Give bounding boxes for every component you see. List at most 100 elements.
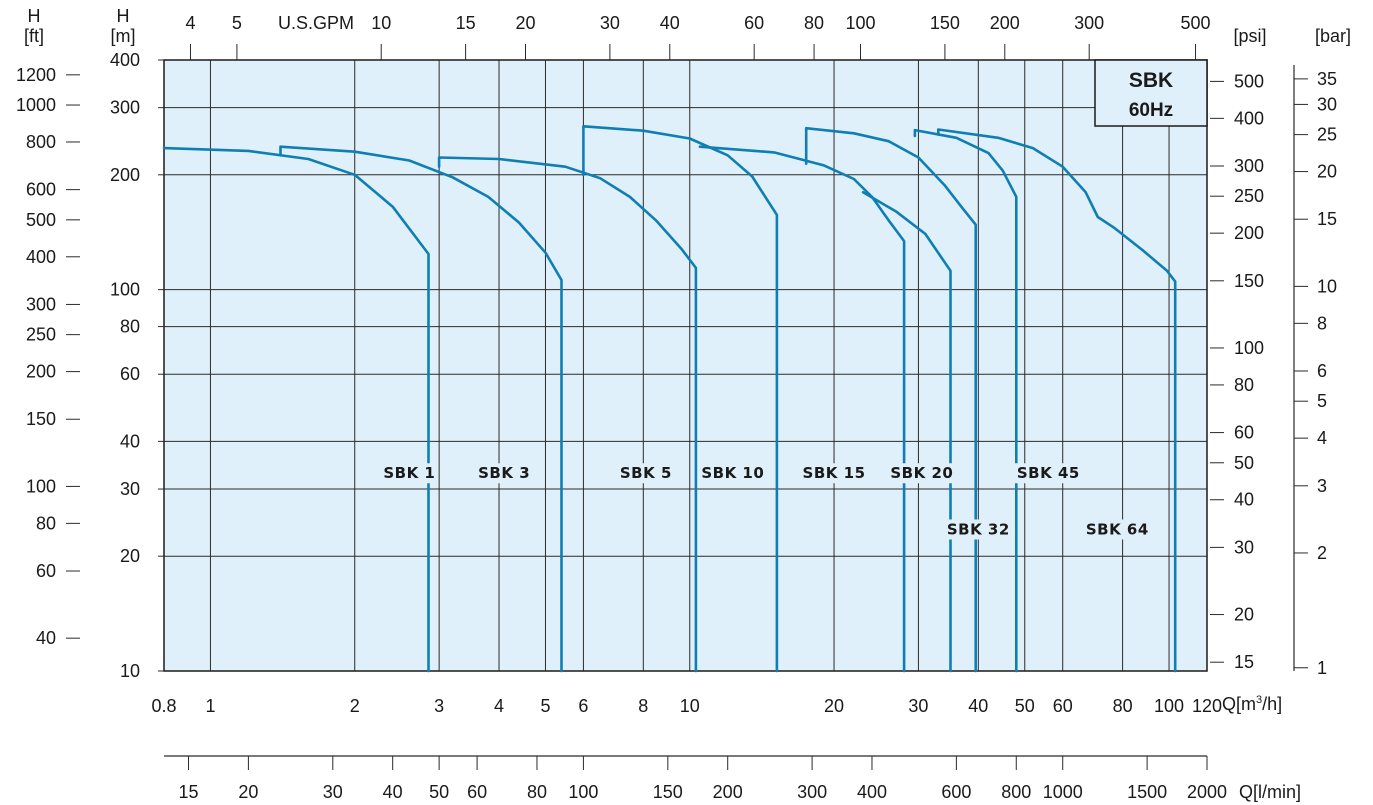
ft-axis-label-unit: [ft] <box>24 26 44 46</box>
x-tick-label: 100 <box>1154 696 1184 716</box>
x-tick-label: 30 <box>908 696 928 716</box>
ft-tick-label: 150 <box>26 409 56 429</box>
gpm-tick-label: 100 <box>845 13 875 33</box>
bar-tick-label: 25 <box>1317 125 1337 145</box>
bar-tick-label: 35 <box>1317 69 1337 89</box>
psi-tick-label: 150 <box>1234 271 1264 291</box>
model-box-subtitle: 60Hz <box>1129 100 1173 121</box>
gpm-tick-label: 40 <box>660 13 680 33</box>
psi-tick-label: 40 <box>1234 490 1254 510</box>
lpm-tick-label: 800 <box>1001 782 1031 802</box>
ft-tick-label: 1200 <box>16 65 56 85</box>
curve-label-bg <box>699 463 767 484</box>
m-axis-label-unit: [m] <box>111 26 136 46</box>
bar-tick-label: 2 <box>1317 543 1327 563</box>
gpm-tick-label: 60 <box>744 13 764 33</box>
m-tick-label: 300 <box>110 98 140 118</box>
x-tick-label: 2 <box>350 696 360 716</box>
ft-tick-label: 100 <box>26 476 56 496</box>
curve-label: SBK 20 <box>890 464 953 482</box>
lpm-tick-label: 20 <box>238 782 258 802</box>
gpm-tick-label: 200 <box>990 13 1020 33</box>
bar-tick-label: 20 <box>1317 162 1337 182</box>
curve-sbk-20 <box>804 126 977 673</box>
psi-tick-label: 500 <box>1234 71 1264 91</box>
curve-label-bg <box>888 463 956 484</box>
gpm-tick-label: 300 <box>1074 13 1104 33</box>
curve-label: SBK 5 <box>620 464 672 482</box>
psi-tick-label: 80 <box>1234 375 1254 395</box>
x-tick-label: 120 <box>1192 696 1222 716</box>
ft-tick-label: 60 <box>36 561 56 581</box>
gpm-tick-label: 15 <box>456 13 476 33</box>
lpm-tick-label: 15 <box>179 782 199 802</box>
x-tick-label: 60 <box>1053 696 1073 716</box>
m-tick-label: 80 <box>120 317 140 337</box>
curve-sbk-64 <box>937 128 1177 673</box>
psi-axis-label: [psi] <box>1233 26 1266 46</box>
psi-tick-label: 250 <box>1234 186 1264 206</box>
gpm-tick-label: 30 <box>600 13 620 33</box>
lpm-tick-label: 400 <box>857 782 887 802</box>
lpm-tick-label: 2000 <box>1187 782 1227 802</box>
x-tick-label: 6 <box>578 696 588 716</box>
ft-tick-label: 600 <box>26 180 56 200</box>
gpm-tick-label: 80 <box>804 13 824 33</box>
curve-labels: SBK 1 SBK 3 SBK 5 SBK 10 SBK 15 SBK 20 SBK 32 S… <box>381 463 1151 540</box>
x-tick-label: 50 <box>1015 696 1035 716</box>
gpm-tick-label: 20 <box>515 13 535 33</box>
curve-label: SBK 15 <box>803 464 866 482</box>
ft-tick-label: 40 <box>36 628 56 648</box>
curve-label: SBK 32 <box>947 520 1010 538</box>
x-tick-label: 20 <box>824 696 844 716</box>
x-tick-label: 10 <box>680 696 700 716</box>
psi-tick-label: 100 <box>1234 338 1264 358</box>
x-tick-label: 8 <box>638 696 648 716</box>
bar-tick-label: 6 <box>1317 361 1327 381</box>
curve-label-bg <box>381 463 438 484</box>
gpm-tick-label: 10 <box>371 13 391 33</box>
curve-label-bg <box>800 463 868 484</box>
x-tick-label: 3 <box>434 696 444 716</box>
plot-area <box>163 59 1208 672</box>
lpm-tick-label: 60 <box>467 782 487 802</box>
bar-tick-label: 8 <box>1317 313 1327 333</box>
bar-tick-label: 5 <box>1317 391 1327 411</box>
ft-tick-label: 800 <box>26 132 56 152</box>
m-axis-label-top: H <box>117 6 130 26</box>
m-tick-label: 20 <box>120 546 140 566</box>
curve-label: SBK 45 <box>1017 464 1080 482</box>
curve-sbk-15 <box>698 145 906 673</box>
lpm-tick-label: 1500 <box>1127 782 1167 802</box>
lpm-tick-label: 80 <box>527 782 547 802</box>
lpm-tick-label: 50 <box>429 782 449 802</box>
pump-curves <box>162 125 1177 673</box>
bar-tick-label: 15 <box>1317 209 1337 229</box>
psi-tick-label: 200 <box>1234 223 1264 243</box>
psi-tick-label: 30 <box>1234 537 1254 557</box>
m-tick-label: 40 <box>120 431 140 451</box>
lpm-tick-label: 200 <box>713 782 743 802</box>
x-tick-label: 80 <box>1113 696 1133 716</box>
curve-sbk-1 <box>162 146 430 673</box>
m-tick-label: 400 <box>110 50 140 70</box>
m-tick-label: 100 <box>110 280 140 300</box>
bar-tick-label: 3 <box>1317 476 1327 496</box>
gpm-tick-label: 150 <box>930 13 960 33</box>
curve-label-bg <box>1014 463 1082 484</box>
x-tick-label: 4 <box>494 696 504 716</box>
bar-tick-label: 1 <box>1317 658 1327 678</box>
psi-tick-label: 400 <box>1234 108 1264 128</box>
model-box-title: SBK <box>1129 69 1173 92</box>
bar-axis-label: [bar] <box>1315 26 1351 46</box>
curve-label: SBK 64 <box>1086 520 1149 538</box>
x-tick-label: 5 <box>540 696 550 716</box>
gpm-tick-label: 500 <box>1180 13 1210 33</box>
curve-sbk-32 <box>861 191 952 673</box>
curve-label-bg <box>944 519 1012 540</box>
ft-tick-label: 500 <box>26 210 56 230</box>
curve-sbk-45 <box>913 128 1018 673</box>
x-tick-label: 1 <box>205 696 215 716</box>
